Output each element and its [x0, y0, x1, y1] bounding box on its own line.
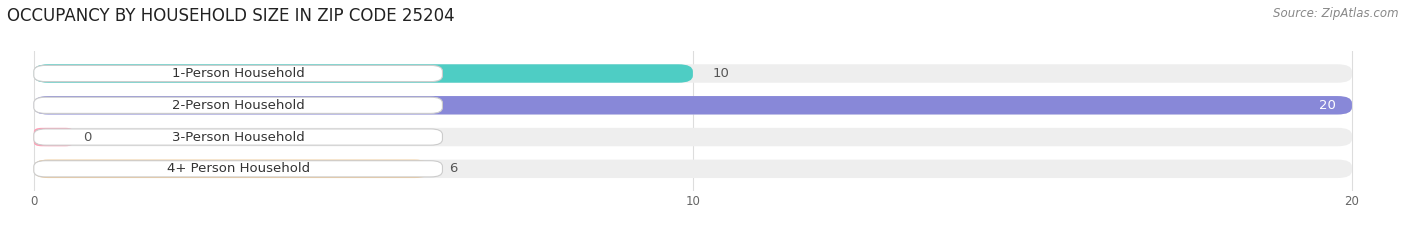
Text: 10: 10 — [713, 67, 730, 80]
Text: 1-Person Household: 1-Person Household — [172, 67, 305, 80]
FancyBboxPatch shape — [34, 64, 693, 83]
Text: 20: 20 — [1319, 99, 1336, 112]
FancyBboxPatch shape — [34, 96, 1353, 114]
FancyBboxPatch shape — [34, 65, 443, 82]
Text: OCCUPANCY BY HOUSEHOLD SIZE IN ZIP CODE 25204: OCCUPANCY BY HOUSEHOLD SIZE IN ZIP CODE … — [7, 7, 454, 25]
FancyBboxPatch shape — [34, 160, 429, 178]
FancyBboxPatch shape — [34, 160, 1353, 178]
Text: 4+ Person Household: 4+ Person Household — [166, 162, 309, 175]
Text: 2-Person Household: 2-Person Household — [172, 99, 305, 112]
Text: Source: ZipAtlas.com: Source: ZipAtlas.com — [1274, 7, 1399, 20]
FancyBboxPatch shape — [34, 96, 1353, 114]
FancyBboxPatch shape — [34, 128, 1353, 146]
Text: 0: 0 — [83, 130, 91, 144]
FancyBboxPatch shape — [34, 161, 443, 177]
Text: 3-Person Household: 3-Person Household — [172, 130, 305, 144]
FancyBboxPatch shape — [34, 128, 73, 146]
FancyBboxPatch shape — [34, 64, 1353, 83]
FancyBboxPatch shape — [34, 129, 443, 145]
FancyBboxPatch shape — [34, 97, 443, 113]
Text: 6: 6 — [449, 162, 457, 175]
